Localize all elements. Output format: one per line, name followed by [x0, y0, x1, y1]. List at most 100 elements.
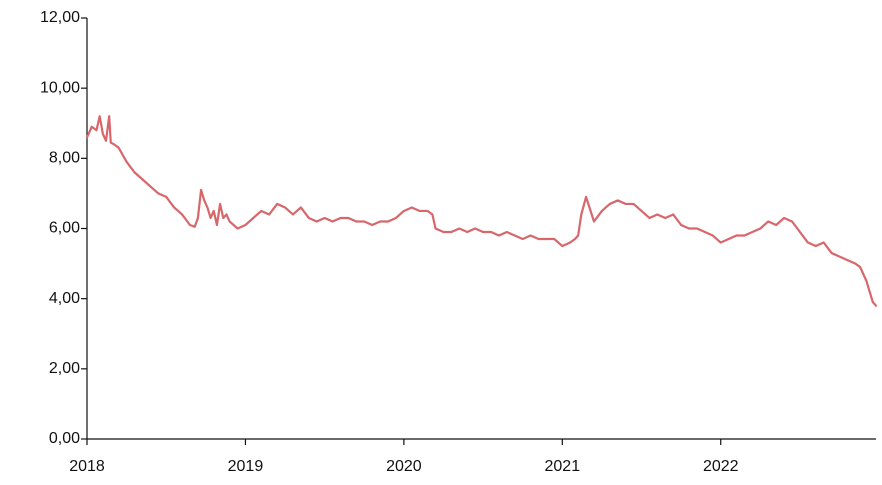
data-point	[521, 238, 524, 240]
data-point	[225, 213, 228, 216]
data-point	[157, 192, 160, 195]
series-layer	[85, 115, 878, 307]
data-point	[209, 217, 212, 219]
data-point	[402, 210, 405, 212]
data-point	[355, 220, 358, 223]
data-point	[601, 210, 603, 212]
data-point	[268, 213, 271, 216]
data-point	[292, 213, 294, 216]
y-axis: 0,00 2,00 4,00 6,00 8,00 10,00 12,00	[40, 9, 88, 447]
data-point	[363, 220, 366, 223]
data-point	[458, 227, 461, 230]
data-point	[862, 273, 865, 276]
data-point	[206, 206, 209, 209]
data-point	[529, 234, 532, 237]
y-tick-label: 6,00	[49, 220, 80, 237]
data-point	[347, 217, 350, 219]
data-point	[431, 213, 434, 216]
y-tick-label: 2,00	[49, 360, 80, 377]
data-point	[561, 245, 564, 247]
data-point	[379, 220, 382, 223]
data-point	[197, 217, 199, 219]
data-point	[212, 210, 215, 212]
data-point	[101, 132, 104, 135]
data-point	[648, 217, 651, 219]
data-point	[228, 220, 231, 223]
data-point	[200, 189, 202, 191]
data-point	[173, 206, 176, 209]
data-point	[719, 241, 722, 244]
x-tick-label: 2021	[545, 458, 581, 475]
data-point	[865, 280, 868, 283]
data-point	[86, 136, 88, 139]
data-point	[315, 220, 318, 223]
data-point	[109, 141, 112, 144]
data-point	[395, 217, 397, 219]
data-point	[711, 234, 714, 237]
data-point	[105, 139, 107, 142]
data-point	[775, 224, 778, 226]
data-point	[783, 217, 786, 219]
data-point	[125, 160, 128, 163]
data-point	[854, 262, 857, 265]
data-point	[751, 231, 754, 233]
data-point	[688, 227, 690, 230]
data-point	[537, 238, 540, 240]
x-tick-label: 2020	[386, 458, 422, 475]
data-point	[181, 213, 183, 216]
y-tick-label: 0,00	[49, 430, 80, 447]
data-point	[664, 217, 667, 219]
data-point	[442, 231, 445, 233]
y-tick-label: 4,00	[49, 290, 80, 307]
data-point	[339, 217, 342, 219]
data-point	[656, 213, 659, 216]
y-tick-label: 10,00	[40, 79, 80, 96]
data-point	[871, 301, 874, 304]
series-line	[85, 115, 878, 307]
data-point	[505, 231, 508, 233]
data-point	[216, 224, 218, 226]
data-point	[284, 206, 286, 209]
data-point	[846, 259, 849, 261]
data-point	[90, 125, 93, 128]
data-point	[466, 231, 469, 233]
data-point	[371, 224, 374, 226]
series-points	[86, 115, 877, 307]
data-point	[680, 224, 683, 226]
data-point	[585, 196, 587, 198]
data-point	[108, 115, 111, 118]
data-point	[640, 210, 643, 212]
data-point	[799, 231, 801, 233]
data-point	[193, 225, 196, 228]
data-point	[410, 206, 413, 209]
data-point	[482, 231, 484, 233]
data-point	[307, 217, 310, 219]
data-point	[822, 241, 825, 244]
y-tick-label: 8,00	[49, 150, 80, 167]
data-point	[299, 206, 302, 209]
data-point	[133, 171, 136, 174]
x-tick-label: 2018	[69, 458, 105, 475]
data-point	[593, 220, 595, 223]
data-point	[569, 241, 572, 244]
data-point	[580, 213, 583, 216]
data-point	[498, 234, 500, 237]
data-point	[727, 238, 730, 240]
data-point	[219, 203, 221, 205]
data-point	[165, 196, 168, 198]
data-point	[276, 203, 279, 205]
data-point	[252, 217, 255, 219]
data-point	[545, 238, 548, 240]
data-point	[672, 213, 675, 216]
data-point	[203, 199, 206, 202]
data-point	[577, 234, 580, 237]
data-point	[236, 227, 239, 230]
data-point	[624, 203, 627, 205]
data-point	[418, 210, 421, 212]
data-point	[490, 231, 492, 233]
data-point	[513, 234, 516, 237]
data-point	[141, 178, 144, 181]
data-point	[868, 290, 871, 293]
